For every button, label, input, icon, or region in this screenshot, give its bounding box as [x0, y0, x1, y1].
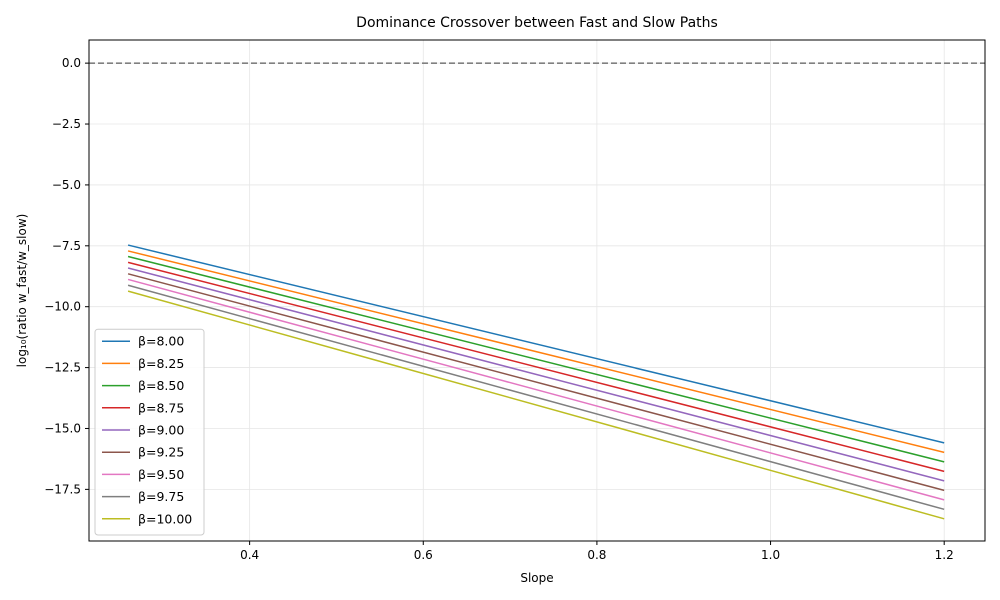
y-tick-label: −5.0 [52, 178, 81, 192]
x-axis-label: Slope [520, 571, 553, 585]
chart-title: Dominance Crossover between Fast and Slo… [356, 15, 718, 31]
series-line [127, 250, 945, 454]
x-axis: 0.4 0.6 0.8 1.0 1.2 [240, 541, 954, 562]
x-tick-label: 0.8 [587, 548, 606, 562]
series-line [127, 261, 945, 473]
series-line [127, 278, 945, 501]
y-tick-label: −15.0 [44, 421, 81, 435]
series-group [127, 244, 945, 520]
legend-label: β=9.00 [138, 423, 184, 438]
y-axis: 0.0 −2.5 −5.0 −7.5 −10.0 −12.5 −15.0 −17.5 [44, 56, 89, 496]
series-line [127, 255, 945, 463]
legend-label: β=8.25 [138, 356, 184, 371]
legend-label: β=8.75 [138, 400, 184, 415]
y-axis-label: log₁₀(ratio w_fast/w_slow) [15, 214, 29, 368]
plot-frame [88, 39, 986, 542]
legend-label: β=9.75 [138, 489, 184, 504]
x-tick-label: 0.6 [414, 548, 433, 562]
series-line [127, 267, 945, 482]
legend-label: β=10.00 [138, 511, 192, 526]
y-tick-label: 0.0 [62, 56, 81, 70]
x-tick-label: 1.0 [761, 548, 780, 562]
legend-label: β=8.50 [138, 378, 184, 393]
x-tick-label: 0.4 [240, 548, 259, 562]
y-tick-label: −10.0 [44, 300, 81, 314]
series-line [127, 284, 945, 511]
series-line [127, 290, 945, 520]
y-tick-label: −17.5 [44, 482, 81, 496]
legend: β=8.00 β=8.25 β=8.50 β=8.75 β=9.00 β=9.25 β=9.… [94, 328, 205, 536]
legend-label: β=8.00 [138, 334, 184, 349]
legend-label: β=9.50 [138, 467, 184, 482]
y-tick-label: −12.5 [44, 361, 81, 375]
x-tick-label: 1.2 [935, 548, 954, 562]
series-line [127, 273, 945, 492]
legend-label: β=9.25 [138, 445, 184, 460]
y-tick-label: −2.5 [52, 117, 81, 131]
legend-frame [94, 328, 205, 536]
series-line [127, 244, 945, 444]
y-tick-label: −7.5 [52, 239, 81, 253]
